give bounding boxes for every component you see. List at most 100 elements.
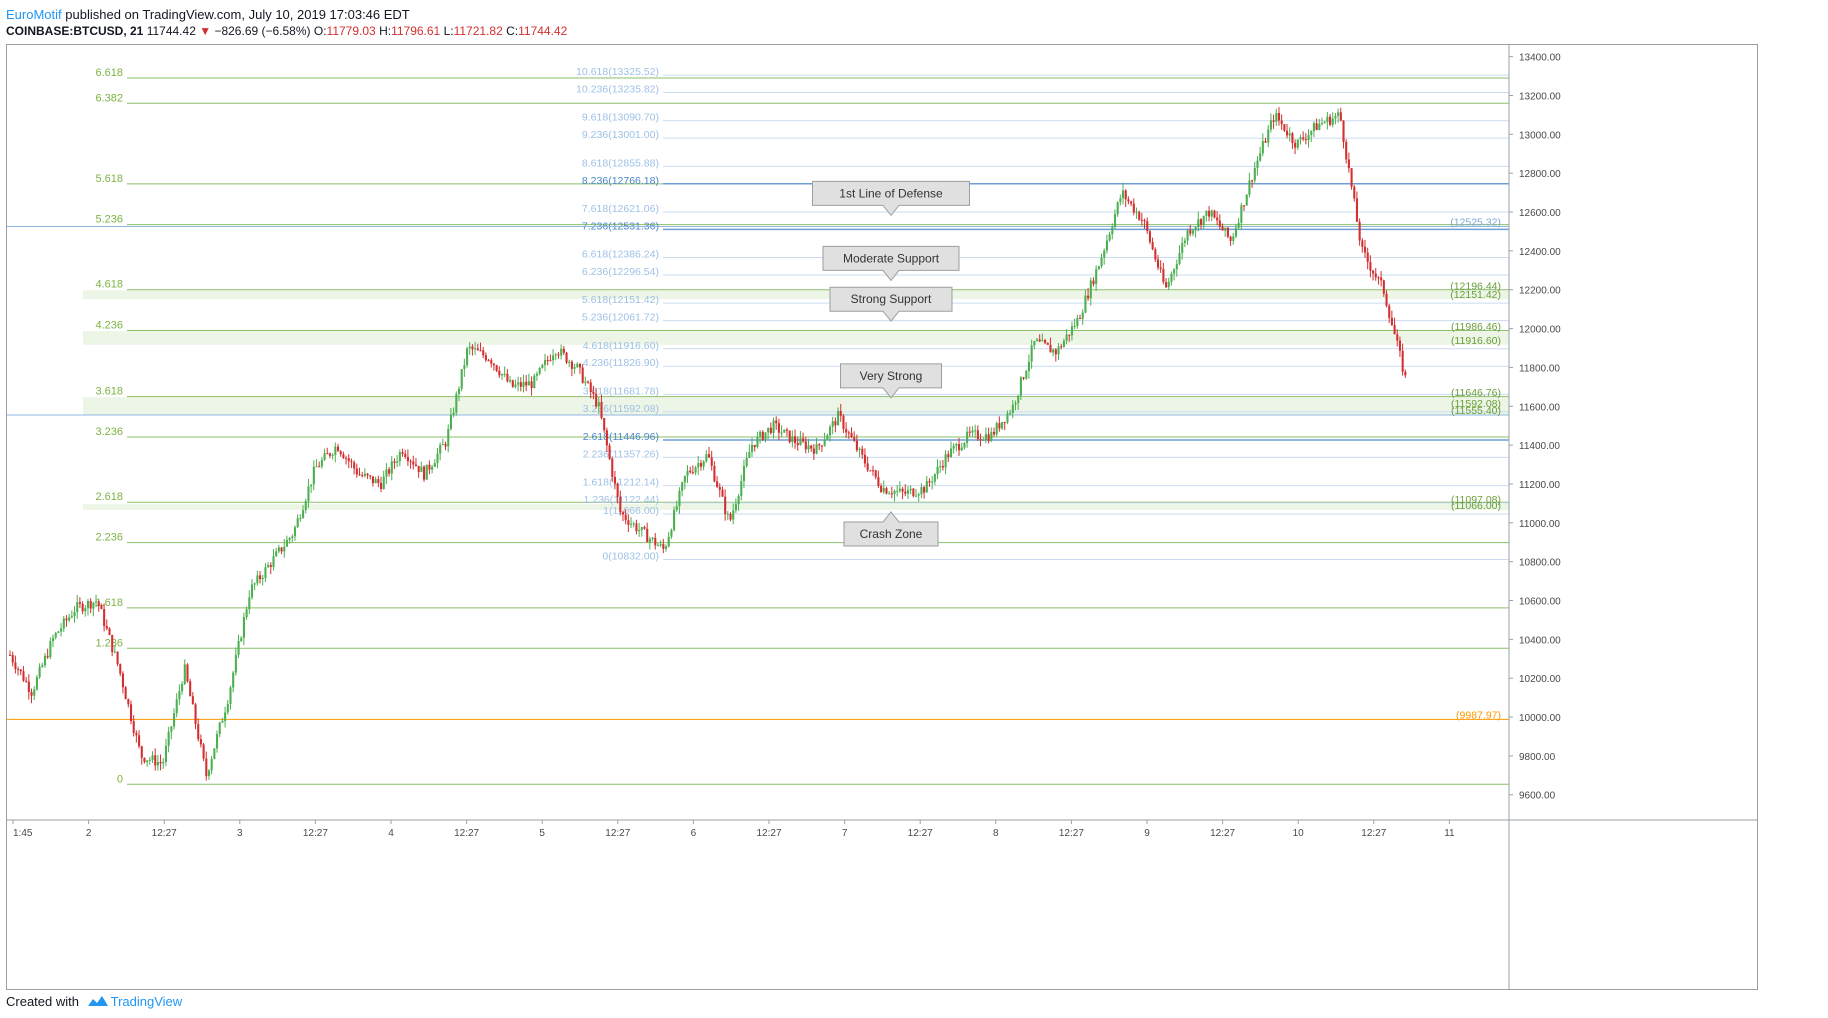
fib-right-label: 2.236(11357.26) bbox=[583, 448, 659, 460]
candle-body bbox=[600, 401, 603, 419]
candle-body bbox=[146, 760, 149, 763]
candle-body bbox=[742, 466, 746, 482]
candle-body bbox=[734, 504, 737, 511]
candle-body bbox=[1148, 231, 1151, 243]
x-tick-label: 8 bbox=[993, 828, 999, 839]
chart-frame[interactable]: 6.618 6.382 5.618 5.236 4.618 4.236 3.618 3.236… bbox=[6, 44, 1758, 990]
candle-body bbox=[683, 475, 686, 483]
candle-body bbox=[917, 494, 920, 496]
candle-body bbox=[1404, 371, 1407, 376]
candle-body bbox=[915, 495, 918, 497]
candle-body bbox=[81, 603, 84, 612]
candle-body bbox=[1218, 220, 1221, 227]
candle-body bbox=[1304, 139, 1307, 141]
candle-body bbox=[97, 601, 100, 606]
candle-body bbox=[578, 363, 582, 368]
y-tick-label: 12200.00 bbox=[1519, 286, 1561, 297]
candle-body bbox=[447, 428, 450, 447]
callout-box bbox=[812, 180, 970, 217]
candle-body bbox=[721, 489, 724, 497]
candle-body bbox=[998, 423, 1001, 429]
candle-body bbox=[449, 414, 452, 429]
candle-body bbox=[1033, 341, 1036, 346]
candle-body bbox=[640, 527, 643, 531]
candle-body bbox=[38, 666, 41, 678]
candle-body bbox=[1369, 262, 1372, 271]
candle-body bbox=[767, 427, 770, 433]
candle-body bbox=[232, 672, 235, 688]
candle-body bbox=[562, 348, 565, 353]
candle-body bbox=[1390, 317, 1393, 326]
candle-body bbox=[463, 365, 466, 370]
candle-body bbox=[425, 464, 428, 480]
y-tick-label: 10000.00 bbox=[1519, 713, 1561, 724]
author-link[interactable]: EuroMotif bbox=[6, 7, 62, 22]
candle-body bbox=[990, 432, 993, 441]
candle-body bbox=[310, 484, 313, 487]
candle-body bbox=[595, 393, 598, 407]
tradingview-link[interactable]: TradingView bbox=[110, 994, 183, 1009]
candle-body bbox=[869, 470, 872, 472]
candle-body bbox=[1097, 266, 1100, 270]
fib-right-label: 8.618(12855.88) bbox=[582, 157, 659, 169]
candle-body bbox=[1337, 112, 1340, 116]
candle-body bbox=[382, 476, 385, 489]
fib-left-label: 3.618 bbox=[95, 386, 123, 398]
candle-body bbox=[1366, 252, 1369, 263]
candle-body bbox=[605, 430, 608, 446]
candle-body bbox=[240, 637, 243, 641]
candle-body bbox=[1065, 334, 1068, 341]
candle-body bbox=[140, 746, 143, 758]
candle-body bbox=[358, 474, 361, 476]
candle-body bbox=[608, 445, 611, 459]
candle-body bbox=[611, 458, 614, 477]
candle-body bbox=[584, 381, 587, 383]
candle-body bbox=[597, 401, 600, 407]
candle-body bbox=[1041, 340, 1044, 342]
candle-body bbox=[587, 381, 590, 383]
candle-body bbox=[275, 551, 278, 557]
y-tick-label: 10800.00 bbox=[1519, 558, 1561, 569]
candle-body bbox=[1361, 240, 1364, 247]
candle-body bbox=[705, 454, 708, 462]
candle-body bbox=[522, 381, 525, 387]
candle-body bbox=[277, 547, 280, 552]
candle-body bbox=[103, 608, 106, 627]
candle-body bbox=[1396, 334, 1399, 341]
candle-body bbox=[718, 486, 721, 490]
candle-body bbox=[1124, 190, 1127, 200]
candle-body bbox=[764, 432, 767, 440]
x-tick-label: 12:27 bbox=[1361, 828, 1386, 839]
price-chart[interactable]: 6.618 6.382 5.618 5.236 4.618 4.236 3.618 3.236… bbox=[7, 45, 1757, 989]
candle-body bbox=[976, 430, 979, 440]
candle-body bbox=[751, 444, 754, 452]
candle-body bbox=[896, 490, 899, 492]
candle-body bbox=[804, 441, 807, 450]
candle-body bbox=[1318, 123, 1321, 130]
candle-body bbox=[487, 360, 490, 362]
candle-body bbox=[871, 470, 875, 472]
candle-body bbox=[197, 724, 200, 740]
candle-body bbox=[350, 461, 353, 463]
candle-body bbox=[269, 565, 272, 567]
candle-body bbox=[259, 575, 262, 580]
candle-body bbox=[1019, 377, 1022, 396]
candle-body bbox=[175, 699, 178, 714]
y-tick-label: 12000.00 bbox=[1519, 325, 1561, 336]
candle-body bbox=[280, 547, 283, 552]
fib-left-label: 2.236 bbox=[95, 532, 123, 544]
candle-body bbox=[135, 733, 138, 736]
candle-body bbox=[1159, 267, 1162, 269]
candle-body bbox=[659, 544, 662, 546]
candle-body bbox=[420, 466, 423, 473]
fib-right-label: 5.618(12151.42) bbox=[582, 294, 659, 306]
candle-body bbox=[30, 691, 33, 696]
candle-body bbox=[802, 438, 805, 442]
candle-body bbox=[1245, 194, 1248, 206]
created-with-label: Created with bbox=[6, 994, 79, 1009]
candle-body bbox=[971, 430, 974, 433]
candle-body bbox=[713, 465, 716, 482]
candle-body bbox=[1385, 293, 1388, 306]
candle-body bbox=[1234, 227, 1238, 237]
candle-body bbox=[1186, 230, 1189, 241]
